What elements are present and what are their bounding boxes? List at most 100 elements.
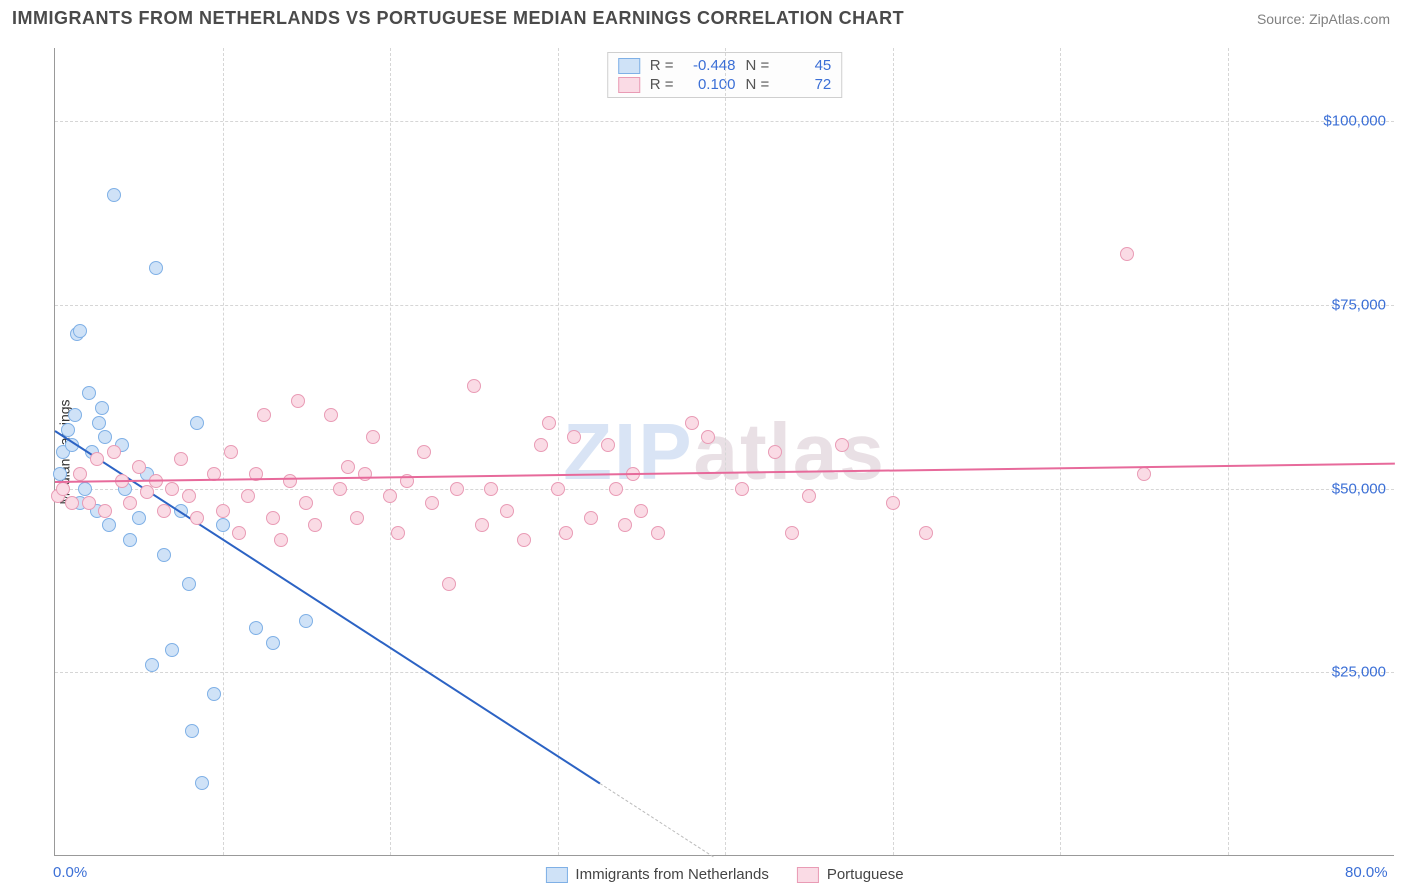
scatter-point: [207, 687, 221, 701]
scatter-point: [442, 577, 456, 591]
scatter-point: [216, 504, 230, 518]
scatter-point: [165, 482, 179, 496]
scatter-point: [802, 489, 816, 503]
scatter-point: [78, 482, 92, 496]
legend-swatch: [797, 867, 819, 883]
scatter-point: [768, 445, 782, 459]
scatter-point: [56, 482, 70, 496]
x-tick-label: 80.0%: [1345, 864, 1388, 881]
gridline-v: [390, 48, 391, 855]
scatter-point: [195, 776, 209, 790]
scatter-point: [735, 482, 749, 496]
header: IMMIGRANTS FROM NETHERLANDS VS PORTUGUES…: [0, 0, 1406, 33]
scatter-point: [333, 482, 347, 496]
y-tick-label: $25,000: [1332, 664, 1386, 681]
plot-area: Median Earnings ZIPatlas R =-0.448N =45R…: [36, 48, 1394, 856]
scatter-point: [542, 416, 556, 430]
scatter-point: [216, 518, 230, 532]
scatter-point: [185, 724, 199, 738]
scatter-point: [82, 496, 96, 510]
scatter-point: [584, 511, 598, 525]
regression-line: [600, 783, 714, 857]
legend-item: Immigrants from Netherlands: [545, 866, 768, 883]
scatter-point: [132, 511, 146, 525]
scatter-point: [190, 511, 204, 525]
scatter-point: [107, 445, 121, 459]
scatter-point: [366, 430, 380, 444]
scatter-point: [232, 526, 246, 540]
scatter-point: [182, 577, 196, 591]
scatter-point: [324, 408, 338, 422]
scatter-point: [190, 416, 204, 430]
scatter-point: [391, 526, 405, 540]
scatter-point: [145, 658, 159, 672]
scatter-point: [107, 188, 121, 202]
scatter-point: [609, 482, 623, 496]
scatter-point: [257, 408, 271, 422]
legend-swatch: [545, 867, 567, 883]
scatter-point: [534, 438, 548, 452]
scatter-point: [249, 621, 263, 635]
watermark-prefix: ZIP: [563, 407, 693, 496]
scatter-point: [241, 489, 255, 503]
scatter-point: [182, 489, 196, 503]
scatter-point: [149, 261, 163, 275]
scatter-point: [467, 379, 481, 393]
scatter-point: [53, 467, 67, 481]
scatter-point: [651, 526, 665, 540]
scatter-point: [601, 438, 615, 452]
scatter-point: [291, 394, 305, 408]
legend-swatch: [618, 77, 640, 93]
scatter-point: [618, 518, 632, 532]
y-tick-label: $100,000: [1323, 113, 1386, 130]
scatter-point: [82, 386, 96, 400]
scatter-point: [634, 504, 648, 518]
scatter-point: [90, 452, 104, 466]
scatter-point: [224, 445, 238, 459]
x-tick-label: 0.0%: [53, 864, 87, 881]
legend-n-label: N =: [746, 76, 770, 93]
scatter-point: [157, 504, 171, 518]
scatter-point: [358, 467, 372, 481]
gridline-v: [558, 48, 559, 855]
scatter-point: [350, 511, 364, 525]
scatter-point: [1120, 247, 1134, 261]
scatter-point: [417, 445, 431, 459]
scatter-point: [165, 643, 179, 657]
scatter-point: [68, 408, 82, 422]
legend-r-label: R =: [650, 76, 674, 93]
scatter-point: [450, 482, 464, 496]
scatter-point: [500, 504, 514, 518]
scatter-point: [1137, 467, 1151, 481]
scatter-point: [274, 533, 288, 547]
scatter-point: [559, 526, 573, 540]
gridline-v: [1060, 48, 1061, 855]
legend-r-label: R =: [650, 57, 674, 74]
scatter-point: [701, 430, 715, 444]
legend-n-value: 72: [779, 76, 831, 93]
legend-n-value: 45: [779, 57, 831, 74]
legend-item: Portuguese: [797, 866, 904, 883]
y-tick-label: $50,000: [1332, 480, 1386, 497]
legend-n-label: N =: [746, 57, 770, 74]
scatter-point: [886, 496, 900, 510]
scatter-point: [299, 496, 313, 510]
scatter-point: [484, 482, 498, 496]
source-label: Source:: [1257, 11, 1305, 27]
scatter-point: [341, 460, 355, 474]
scatter-point: [98, 504, 112, 518]
scatter-point: [73, 467, 87, 481]
legend-r-value: 0.100: [684, 76, 736, 93]
scatter-point: [835, 438, 849, 452]
scatter-point: [785, 526, 799, 540]
scatter-point: [102, 518, 116, 532]
scatter-point: [266, 511, 280, 525]
scatter-point: [123, 533, 137, 547]
scatter-point: [157, 548, 171, 562]
scatter-point: [266, 636, 280, 650]
legend-label: Portuguese: [827, 866, 904, 883]
scatter-point: [123, 496, 137, 510]
legend-series: Immigrants from Netherlands Portuguese: [545, 866, 903, 883]
legend-r-value: -0.448: [684, 57, 736, 74]
source-value: ZipAtlas.com: [1309, 11, 1390, 27]
